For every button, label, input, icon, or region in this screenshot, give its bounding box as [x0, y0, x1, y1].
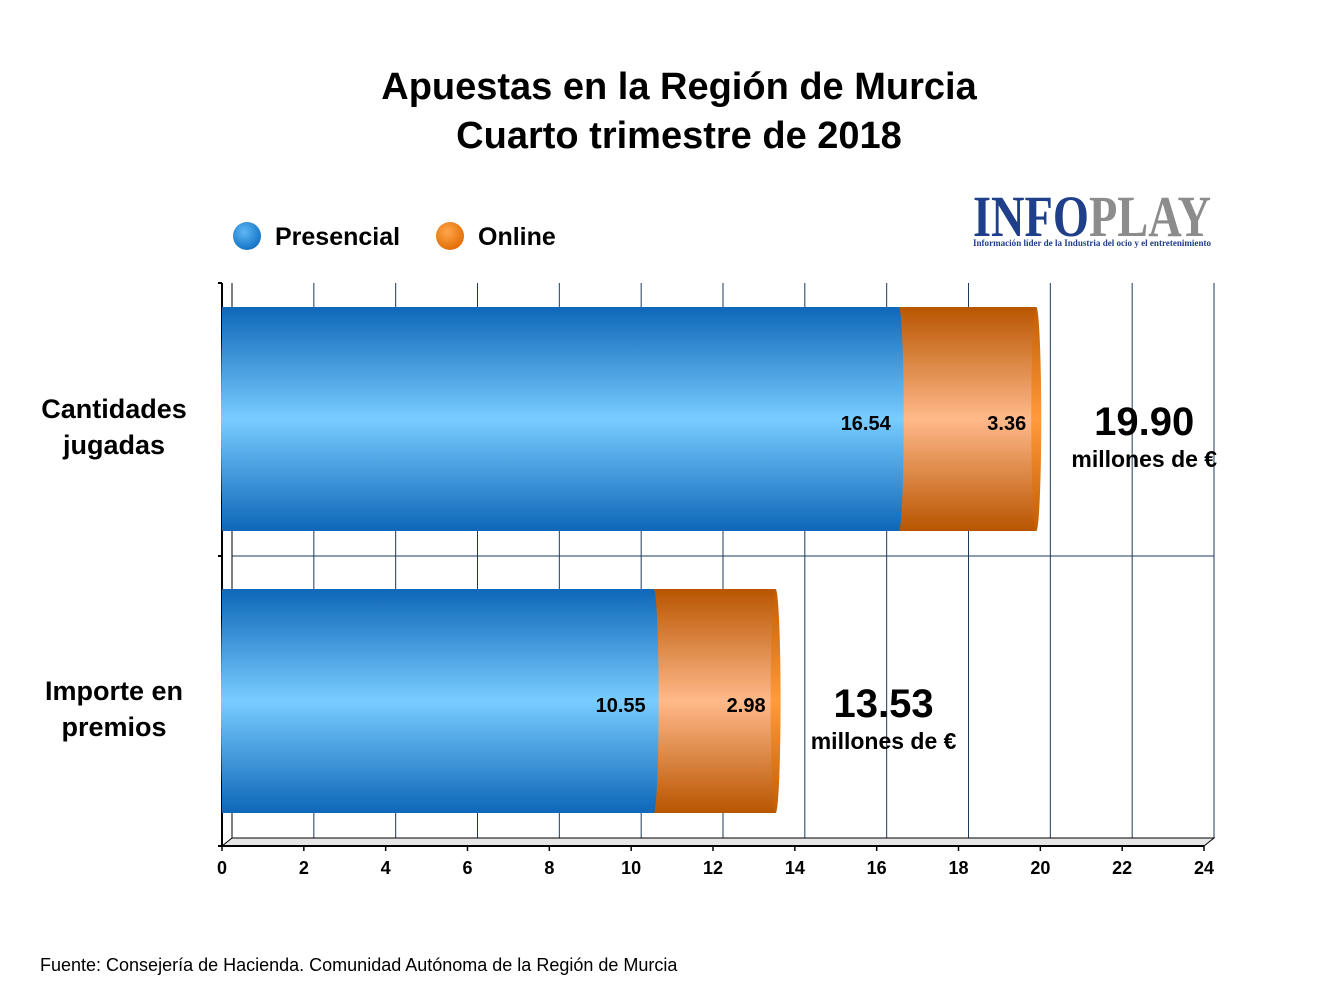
- x-tick-label: 20: [1030, 858, 1050, 878]
- x-tick-label: 4: [381, 858, 391, 878]
- data-label-presencial: 10.55: [596, 695, 646, 717]
- category-label: premios: [61, 712, 166, 742]
- plot-floor: [220, 837, 1216, 847]
- legend: Presencial Online: [233, 222, 556, 251]
- x-tick-label: 14: [785, 858, 805, 878]
- logo-text-play: PLAY: [1089, 184, 1211, 249]
- bar-join: [893, 307, 904, 531]
- x-tick-label: 10: [621, 858, 641, 878]
- bar-end-cap: [770, 589, 781, 813]
- bar-online: [898, 307, 1037, 531]
- x-tick-label: 16: [867, 858, 887, 878]
- x-tick-label: 24: [1194, 858, 1214, 878]
- plot-bars: [221, 307, 1042, 813]
- x-tick-label: 0: [217, 858, 227, 878]
- infoplay-logo: INFOPLAY Información líder de la Industr…: [973, 184, 1211, 249]
- svg-text:INFOPLAY: INFOPLAY: [973, 184, 1211, 249]
- legend-presencial-label: Presencial: [275, 223, 400, 251]
- x-tick-label: 18: [948, 858, 968, 878]
- x-tick-label: 2: [299, 858, 309, 878]
- chart-title-line-2: Cuarto trimestre de 2018: [456, 115, 902, 157]
- data-label-online: 2.98: [727, 695, 766, 717]
- logo-text-info: INFO: [973, 184, 1089, 249]
- chart-title-line-1: Apuestas en la Región de Murcia: [381, 66, 977, 108]
- bar-presencial: [222, 589, 654, 813]
- bar-start-cap: [221, 307, 227, 531]
- logo-tagline: Información líder de la Industria del oc…: [973, 239, 1211, 249]
- category-label: jugadas: [62, 430, 165, 460]
- x-tick-label: 8: [544, 858, 554, 878]
- legend-online-label: Online: [478, 223, 556, 251]
- total-unit: millones de €: [1071, 446, 1217, 472]
- x-tick-label: 12: [703, 858, 723, 878]
- bar-join: [648, 589, 659, 813]
- bar-online: [653, 589, 776, 813]
- category-label: Cantidades: [41, 394, 187, 424]
- bar-end-cap: [1031, 307, 1042, 531]
- x-tick-label: 22: [1112, 858, 1132, 878]
- data-label-online: 3.36: [987, 413, 1026, 435]
- x-tick-label: 6: [462, 858, 472, 878]
- data-label-presencial: 16.54: [841, 413, 892, 435]
- total-unit: millones de €: [811, 728, 957, 754]
- category-label: Importe en: [45, 676, 183, 706]
- bar-presencial: [222, 307, 899, 531]
- legend-presencial-marker: [233, 222, 261, 250]
- bar-start-cap: [221, 589, 227, 813]
- legend-online-marker: [436, 222, 464, 250]
- source-note: Fuente: Consejería de Hacienda. Comunida…: [40, 955, 678, 975]
- total-value: 13.53: [834, 682, 934, 726]
- total-value: 19.90: [1094, 400, 1194, 444]
